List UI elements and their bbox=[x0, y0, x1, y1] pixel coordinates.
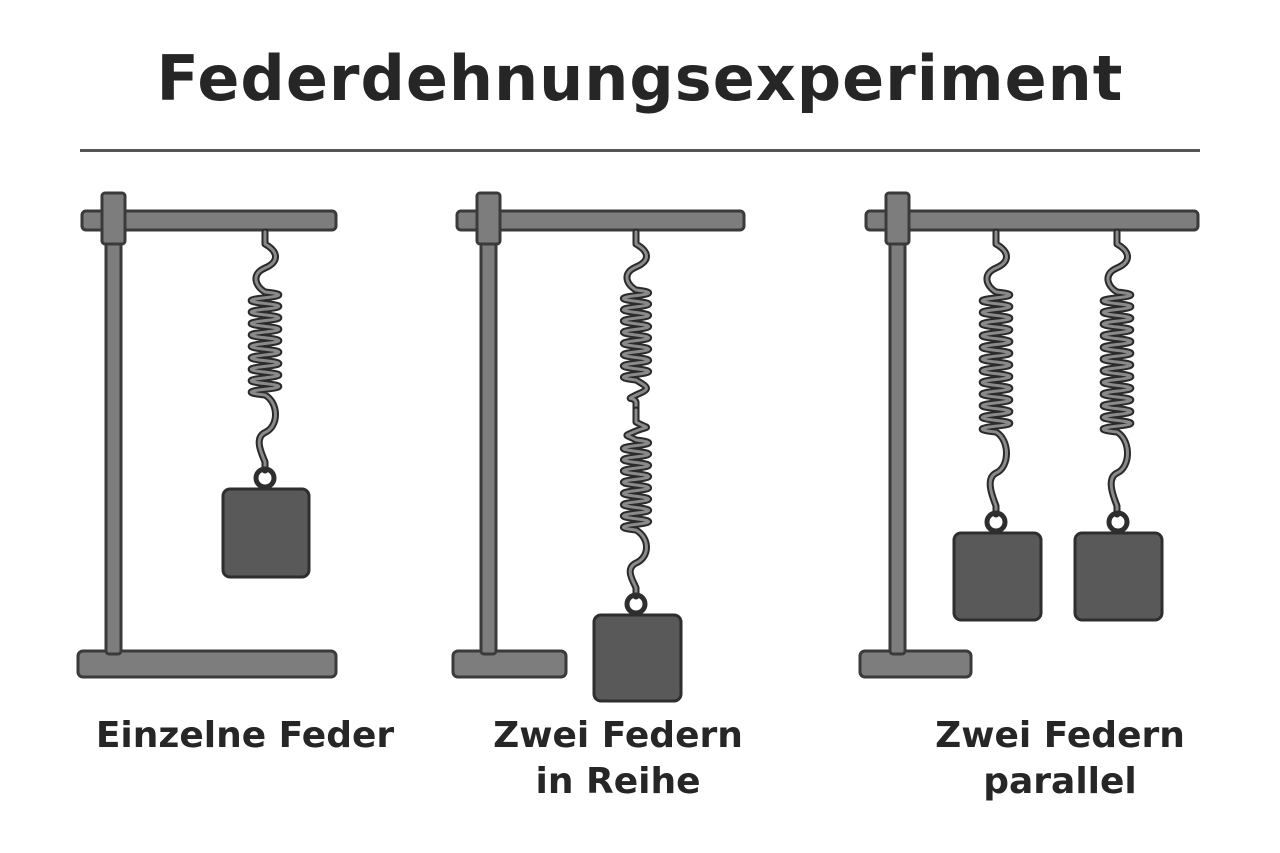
stand-base bbox=[858, 649, 973, 679]
weight-hook bbox=[624, 592, 648, 616]
upper-spring bbox=[619, 228, 653, 414]
weight-hook bbox=[253, 466, 277, 490]
left-weight bbox=[952, 510, 1043, 622]
stand-series bbox=[451, 191, 746, 679]
stand-pole bbox=[479, 216, 498, 656]
caption-series-springs: Zwei Federn in Reihe bbox=[468, 713, 768, 805]
stand-clamp bbox=[884, 191, 911, 246]
stand-single bbox=[76, 191, 338, 679]
weight bbox=[221, 466, 311, 579]
weight-hook bbox=[1106, 510, 1130, 534]
stand-arm bbox=[864, 209, 1200, 232]
left-spring bbox=[978, 228, 1014, 518]
caption-parallel-springs: Zwei Federn parallel bbox=[935, 715, 1185, 802]
stand-clamp bbox=[100, 191, 127, 246]
weight-block bbox=[221, 487, 311, 579]
diagram-title: Federdehnungsexperiment bbox=[156, 42, 1124, 115]
weight bbox=[592, 592, 683, 703]
spring-coil bbox=[621, 230, 651, 412]
spring-coil bbox=[980, 230, 1012, 516]
stand-arm bbox=[455, 209, 746, 232]
spring-coil bbox=[249, 230, 281, 472]
spring bbox=[247, 228, 283, 474]
stand-parallel bbox=[858, 191, 1200, 679]
setup-series-springs bbox=[451, 191, 746, 703]
title-divider bbox=[80, 149, 1200, 152]
stand-pole bbox=[104, 216, 123, 656]
caption-series-line2: in Reihe bbox=[535, 761, 701, 802]
stand-base bbox=[451, 649, 568, 679]
weight-block bbox=[952, 531, 1043, 622]
spring-coil bbox=[1101, 230, 1133, 516]
weight-block bbox=[1073, 531, 1164, 622]
stand-pole bbox=[888, 216, 907, 656]
caption-series-line1: Zwei Federn bbox=[493, 715, 743, 756]
setup-parallel-springs bbox=[858, 191, 1200, 679]
setup-single-spring bbox=[76, 191, 338, 679]
stand-base bbox=[76, 649, 338, 679]
weight-block bbox=[592, 613, 683, 703]
caption-single-spring: Einzelne Feder bbox=[95, 715, 395, 756]
stand-clamp bbox=[475, 191, 502, 246]
weight-hook bbox=[984, 510, 1008, 534]
lower-spring bbox=[619, 406, 653, 600]
spring-coil bbox=[621, 408, 651, 598]
right-weight bbox=[1073, 510, 1164, 622]
stand-arm bbox=[80, 209, 338, 232]
right-spring bbox=[1099, 228, 1135, 518]
